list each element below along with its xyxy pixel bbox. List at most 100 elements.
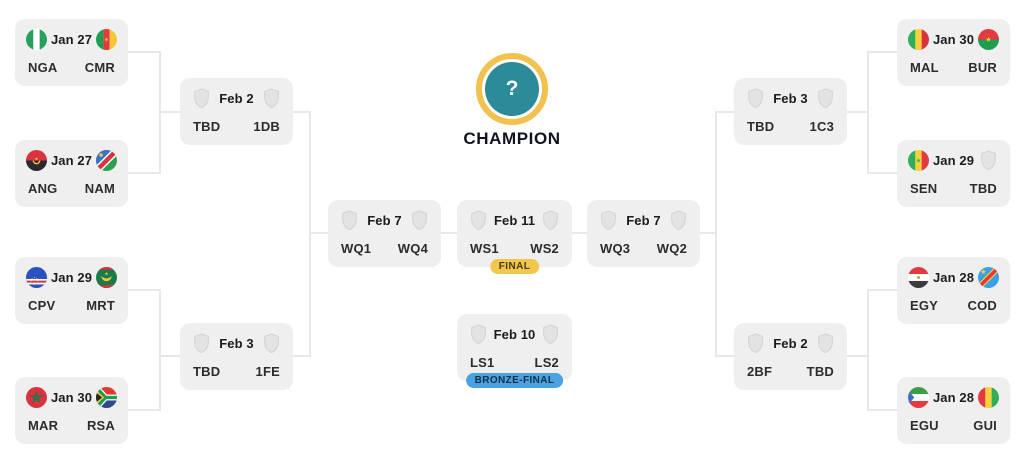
nigeria-flag-icon xyxy=(26,29,47,50)
home-team-code: WQ1 xyxy=(341,241,372,256)
home-team-code: MAR xyxy=(28,418,59,433)
home-team-code: EGY xyxy=(910,298,939,313)
shield-placeholder-icon xyxy=(745,88,766,109)
shield-placeholder-icon xyxy=(540,324,561,345)
match-date: Feb 7 xyxy=(367,213,402,228)
connector-line xyxy=(867,289,869,411)
shield-placeholder-icon xyxy=(468,324,489,345)
shield-placeholder-icon xyxy=(409,210,430,231)
connector-line xyxy=(716,355,734,357)
home-team-code: LS1 xyxy=(470,355,495,370)
match-card-qf3[interactable]: Feb 3 TBD 1C3 xyxy=(734,78,847,145)
shield-placeholder-icon xyxy=(978,150,999,171)
connector-line xyxy=(293,111,311,113)
match-card-sf1[interactable]: Feb 7 WQ1 WQ4 xyxy=(328,200,441,267)
morocco-flag-icon xyxy=(26,387,47,408)
connector-line xyxy=(128,51,161,53)
shield-placeholder-icon xyxy=(339,210,360,231)
match-date: Jan 30 xyxy=(932,32,975,47)
connector-line xyxy=(868,409,897,411)
away-team-code: WQ2 xyxy=(656,241,687,256)
away-team-code: COD xyxy=(967,298,997,313)
connector-line xyxy=(868,51,897,53)
home-team-code: TBD xyxy=(193,119,221,134)
shield-placeholder-icon xyxy=(668,210,689,231)
match-card-sen-tbd[interactable]: Jan 29 SEN TBD xyxy=(897,140,1010,207)
match-date: Feb 11 xyxy=(493,213,536,228)
away-team-code: WS2 xyxy=(530,241,559,256)
cape-verde-flag-icon xyxy=(26,267,47,288)
match-date: Jan 30 xyxy=(50,390,93,405)
shield-placeholder-icon xyxy=(745,333,766,354)
match-card-bronze-final[interactable]: Feb 10 LS1 LS2 BRONZE-FINAL xyxy=(457,314,572,388)
connector-line xyxy=(715,111,717,357)
away-team-code: BUR xyxy=(968,60,997,75)
home-team-code: EGU xyxy=(910,418,939,433)
shield-placeholder-icon xyxy=(598,210,619,231)
shield-placeholder-icon xyxy=(261,333,282,354)
question-mark-icon: ? xyxy=(505,77,519,100)
home-team-code: 2BF xyxy=(747,364,773,379)
match-date: Jan 28 xyxy=(932,390,975,405)
match-date: Feb 10 xyxy=(493,327,536,342)
mauritania-flag-icon xyxy=(95,267,117,288)
match-card-final[interactable]: Feb 11 WS1 WS2 FINAL xyxy=(457,200,572,274)
connector-line xyxy=(128,289,161,291)
match-card-ang-nam[interactable]: Jan 27 ANG NAM xyxy=(15,140,128,207)
match-card-nga-cmr[interactable]: Jan 27 NGA CMR xyxy=(15,19,128,86)
match-card-qf2[interactable]: Feb 3 TBD 1FE xyxy=(180,323,293,390)
match-card-qf1[interactable]: Feb 2 TBD 1DB xyxy=(180,78,293,145)
connector-line xyxy=(847,111,869,113)
match-card-egy-cod[interactable]: Jan 28 EGY COD xyxy=(897,257,1010,324)
away-team-code: MRT xyxy=(86,298,115,313)
connector-line xyxy=(128,172,161,174)
equatorial-guinea-flag-icon xyxy=(908,387,929,408)
shield-placeholder-icon xyxy=(540,210,561,231)
match-date: Feb 2 xyxy=(219,91,254,106)
match-card-cpv-mrt[interactable]: Jan 29 CPV MRT xyxy=(15,257,128,324)
final-badge: FINAL xyxy=(489,259,540,274)
away-team-code: 1C3 xyxy=(809,119,834,134)
connector-line xyxy=(309,232,328,234)
angola-flag-icon xyxy=(26,150,47,171)
away-team-code: RSA xyxy=(86,418,115,433)
mali-flag-icon xyxy=(908,29,929,50)
home-team-code: SEN xyxy=(910,181,938,196)
match-date: Feb 3 xyxy=(219,336,254,351)
shield-placeholder-icon xyxy=(191,88,212,109)
connector-line xyxy=(159,289,161,411)
match-card-mal-bur[interactable]: Jan 30 MAL BUR xyxy=(897,19,1010,86)
away-team-code: TBD xyxy=(806,364,834,379)
match-card-sf2[interactable]: Feb 7 WQ3 WQ2 xyxy=(587,200,700,267)
match-date: Feb 3 xyxy=(773,91,808,106)
guinea-flag-icon xyxy=(977,387,999,408)
away-team-code: WQ4 xyxy=(397,241,428,256)
match-card-egu-gui[interactable]: Jan 28 EGU GUI xyxy=(897,377,1010,444)
shield-placeholder-icon xyxy=(261,88,282,109)
shield-placeholder-icon xyxy=(191,333,212,354)
match-date: Jan 27 xyxy=(50,32,93,47)
connector-line xyxy=(159,355,180,357)
champion-placeholder-icon: ? xyxy=(485,62,539,116)
namibia-flag-icon xyxy=(95,150,117,171)
match-date: Jan 29 xyxy=(932,153,975,168)
match-card-mar-rsa[interactable]: Jan 30 MAR RSA xyxy=(15,377,128,444)
champion-trophy-ring-icon: ? xyxy=(476,53,548,125)
connector-line xyxy=(293,355,311,357)
away-team-code: GUI xyxy=(973,418,997,433)
home-team-code: NGA xyxy=(28,60,58,75)
away-team-code: 1FE xyxy=(255,364,280,379)
home-team-code: WQ3 xyxy=(600,241,631,256)
shield-placeholder-icon xyxy=(468,210,489,231)
connector-line xyxy=(868,289,897,291)
connector-line xyxy=(700,232,717,234)
home-team-code: WS1 xyxy=(470,241,499,256)
connector-line xyxy=(716,111,734,113)
away-team-code: LS2 xyxy=(534,355,559,370)
egypt-flag-icon xyxy=(908,267,929,288)
match-card-qf4[interactable]: Feb 2 2BF TBD xyxy=(734,323,847,390)
connector-line xyxy=(128,409,161,411)
home-team-code: MAL xyxy=(910,60,939,75)
home-team-code: ANG xyxy=(28,181,58,196)
